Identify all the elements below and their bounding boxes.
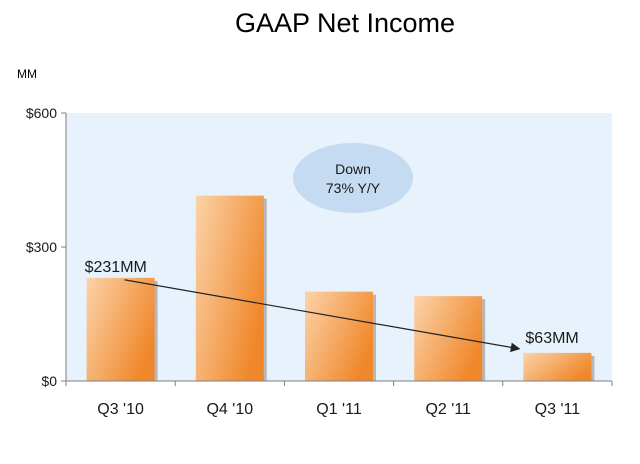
end-value-label: $63MM [525,330,578,347]
bar [523,352,592,381]
x-tick-label: Q1 '11 [316,401,362,418]
x-tick-label: Q3 '10 [97,401,144,418]
unit-label: MM [17,67,37,81]
callout-line-1: Down [335,161,371,177]
x-tick-label: Q3 '11 [535,401,581,418]
y-tick-label: $600 [26,105,57,121]
bar [305,291,373,381]
start-value-label: $231MM [85,259,147,276]
x-tick-label: Q4 '10 [206,401,253,418]
bar [86,277,155,381]
y-tick-label: $0 [41,373,57,389]
chart-title: GAAP Net Income [235,8,455,38]
x-tick-label: Q2 '11 [425,401,471,418]
bar [414,296,483,381]
y-tick-label: $300 [26,239,57,255]
bar [195,195,264,381]
trend-arrow [124,279,521,353]
callout-ellipse [293,143,413,213]
callout-line-2: 73% Y/Y [326,180,381,196]
